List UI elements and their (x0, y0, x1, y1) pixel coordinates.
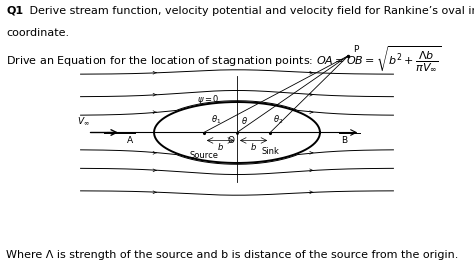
Text: b: b (218, 143, 223, 152)
Text: $\theta_2$: $\theta_2$ (273, 113, 283, 126)
Text: Q1: Q1 (6, 6, 23, 16)
Text: Derive stream function, velocity potential and velocity field for Rankine’s oval: Derive stream function, velocity potenti… (26, 6, 474, 16)
Text: A: A (127, 136, 133, 145)
Text: Where Λ is strength of the source and b is distance of the source from the origi: Where Λ is strength of the source and b … (6, 250, 458, 260)
Text: P: P (353, 45, 358, 54)
Text: Source: Source (189, 151, 219, 160)
Text: Sink: Sink (261, 147, 279, 156)
Text: B: B (341, 136, 347, 145)
Text: O: O (228, 136, 235, 145)
Text: coordinate.: coordinate. (6, 28, 69, 38)
Text: $\psi=0$: $\psi=0$ (197, 93, 220, 106)
Text: $\theta$: $\theta$ (241, 115, 248, 126)
Text: $\theta_1$: $\theta_1$ (211, 113, 221, 126)
Text: Drive an Equation for the location of stagnation points: $OA = OB = \sqrt{b^2 + : Drive an Equation for the location of st… (6, 45, 441, 74)
Text: b: b (251, 143, 256, 152)
Text: $V_{\infty}$: $V_{\infty}$ (77, 115, 89, 127)
